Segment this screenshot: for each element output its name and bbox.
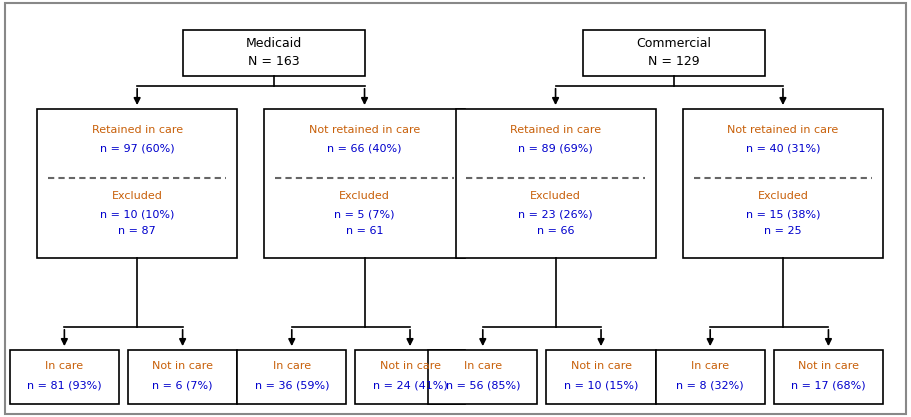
Text: n = 56 (85%): n = 56 (85%): [445, 381, 520, 391]
Bar: [37, 109, 237, 259]
Text: n = 17 (68%): n = 17 (68%): [791, 381, 865, 391]
Bar: [547, 350, 656, 404]
Text: Not retained in care: Not retained in care: [727, 125, 839, 135]
Bar: [583, 30, 764, 75]
Text: Excluded: Excluded: [758, 191, 808, 201]
Text: n = 97 (60%): n = 97 (60%): [100, 143, 174, 153]
Text: n = 5 (7%): n = 5 (7%): [334, 210, 394, 220]
Text: Excluded: Excluded: [339, 191, 390, 201]
Text: N = 163: N = 163: [248, 55, 300, 68]
Text: Not in care: Not in care: [380, 362, 441, 372]
Bar: [237, 350, 346, 404]
Text: Not retained in care: Not retained in care: [309, 125, 420, 135]
Text: In care: In care: [691, 362, 729, 372]
Text: n = 61: n = 61: [346, 226, 384, 236]
Bar: [128, 350, 237, 404]
Text: Not in care: Not in care: [798, 362, 859, 372]
Text: n = 24 (41%): n = 24 (41%): [373, 381, 447, 391]
Text: n = 25: n = 25: [764, 226, 802, 236]
Bar: [10, 350, 119, 404]
Text: n = 10 (15%): n = 10 (15%): [564, 381, 639, 391]
Text: n = 6 (7%): n = 6 (7%): [152, 381, 213, 391]
Text: Retained in care: Retained in care: [92, 125, 183, 135]
Text: In care: In care: [46, 362, 84, 372]
Text: In care: In care: [464, 362, 502, 372]
Text: n = 87: n = 87: [118, 226, 156, 236]
Text: N = 129: N = 129: [648, 55, 700, 68]
Text: n = 66: n = 66: [537, 226, 574, 236]
Text: n = 66 (40%): n = 66 (40%): [327, 143, 402, 153]
Bar: [456, 109, 656, 259]
Bar: [264, 109, 465, 259]
Text: In care: In care: [272, 362, 311, 372]
Text: n = 40 (31%): n = 40 (31%): [746, 143, 820, 153]
Bar: [428, 350, 537, 404]
Bar: [683, 109, 883, 259]
Bar: [355, 350, 465, 404]
Text: Not in care: Not in care: [152, 362, 213, 372]
Text: Excluded: Excluded: [112, 191, 162, 201]
Text: n = 36 (59%): n = 36 (59%): [254, 381, 329, 391]
Text: n = 8 (32%): n = 8 (32%): [676, 381, 744, 391]
Text: Commercial: Commercial: [636, 37, 711, 50]
Text: n = 15 (38%): n = 15 (38%): [746, 210, 820, 220]
Text: n = 10 (10%): n = 10 (10%): [100, 210, 174, 220]
Text: Not in care: Not in care: [570, 362, 631, 372]
Bar: [182, 30, 364, 75]
Bar: [656, 350, 764, 404]
Text: n = 89 (69%): n = 89 (69%): [518, 143, 593, 153]
Text: Excluded: Excluded: [530, 191, 581, 201]
Text: Retained in care: Retained in care: [510, 125, 601, 135]
Text: n = 23 (26%): n = 23 (26%): [518, 210, 593, 220]
Bar: [773, 350, 883, 404]
Text: Medicaid: Medicaid: [245, 37, 302, 50]
Text: n = 81 (93%): n = 81 (93%): [27, 381, 102, 391]
